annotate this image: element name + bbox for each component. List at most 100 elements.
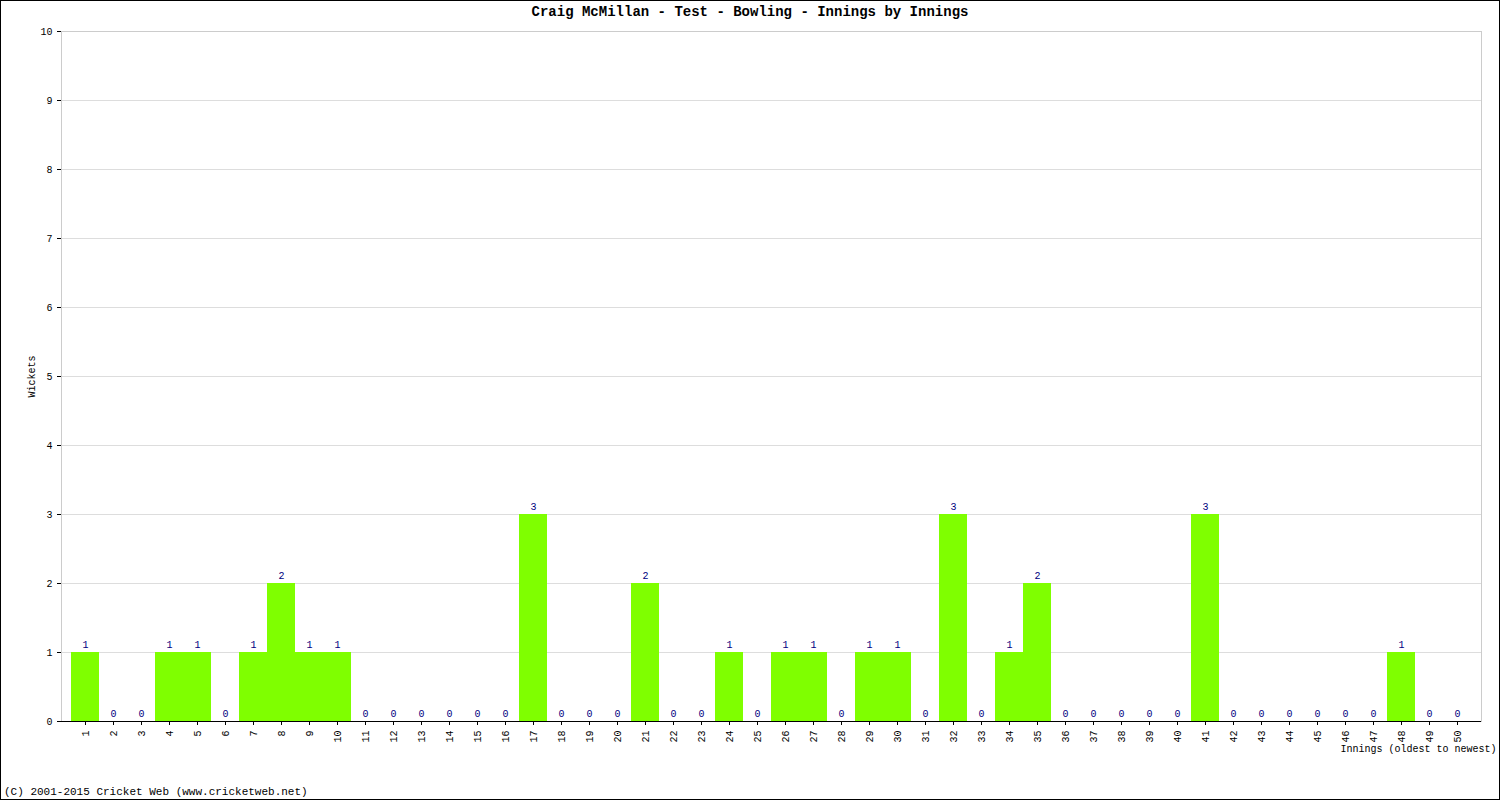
svg-text:3: 3 [46,510,52,521]
svg-text:0: 0 [922,709,928,720]
svg-text:0: 0 [1342,709,1348,720]
svg-text:22: 22 [669,731,680,743]
svg-text:1: 1 [194,640,200,651]
svg-text:5: 5 [46,372,52,383]
svg-text:0: 0 [390,709,396,720]
svg-text:1: 1 [46,648,52,659]
svg-text:28: 28 [837,731,848,743]
svg-text:44: 44 [1285,731,1296,743]
svg-text:35: 35 [1033,731,1044,743]
svg-text:2: 2 [109,731,120,737]
svg-text:16: 16 [501,731,512,743]
svg-text:25: 25 [753,731,764,743]
svg-text:1: 1 [866,640,872,651]
svg-text:3: 3 [137,731,148,737]
svg-text:7: 7 [46,234,52,245]
svg-text:6: 6 [221,731,232,737]
svg-text:0: 0 [838,709,844,720]
svg-text:32: 32 [949,731,960,743]
svg-text:3: 3 [530,502,536,513]
svg-text:17: 17 [529,731,540,743]
svg-text:21: 21 [641,731,652,743]
svg-text:0: 0 [418,709,424,720]
svg-text:0: 0 [586,709,592,720]
svg-text:0: 0 [1090,709,1096,720]
svg-text:1: 1 [82,640,88,651]
svg-text:2: 2 [1034,571,1040,582]
svg-text:1: 1 [334,640,340,651]
svg-text:Innings (oldest to newest): Innings (oldest to newest) [1340,744,1496,755]
svg-text:31: 31 [921,731,932,743]
svg-text:5: 5 [193,731,204,737]
svg-text:1: 1 [166,640,172,651]
svg-text:0: 0 [698,709,704,720]
svg-text:0: 0 [1062,709,1068,720]
svg-text:37: 37 [1089,731,1100,743]
svg-text:10: 10 [333,731,344,743]
svg-text:4: 4 [165,731,176,737]
svg-text:1: 1 [250,640,256,651]
svg-text:41: 41 [1201,731,1212,743]
svg-text:13: 13 [417,731,428,743]
svg-text:20: 20 [613,731,624,743]
svg-text:9: 9 [305,731,316,737]
svg-text:29: 29 [865,731,876,743]
svg-text:11: 11 [361,731,372,743]
svg-text:19: 19 [585,731,596,743]
svg-text:1: 1 [1006,640,1012,651]
svg-text:8: 8 [277,731,288,737]
svg-text:1: 1 [726,640,732,651]
svg-text:0: 0 [1286,709,1292,720]
svg-text:26: 26 [781,731,792,743]
svg-text:50: 50 [1453,731,1464,743]
svg-text:4: 4 [46,441,52,452]
svg-text:15: 15 [473,731,484,743]
svg-text:24: 24 [725,731,736,743]
svg-text:7: 7 [249,731,260,737]
svg-text:0: 0 [1258,709,1264,720]
svg-text:0: 0 [222,709,228,720]
svg-text:14: 14 [445,731,456,743]
svg-text:48: 48 [1397,731,1408,743]
svg-text:3: 3 [950,502,956,513]
svg-text:0: 0 [46,717,52,728]
svg-text:23: 23 [697,731,708,743]
svg-text:6: 6 [46,303,52,314]
svg-text:0: 0 [474,709,480,720]
svg-text:46: 46 [1341,731,1352,743]
svg-text:0: 0 [1370,709,1376,720]
svg-text:0: 0 [978,709,984,720]
svg-text:0: 0 [614,709,620,720]
svg-text:1: 1 [810,640,816,651]
svg-text:1: 1 [1398,640,1404,651]
svg-text:0: 0 [754,709,760,720]
svg-text:33: 33 [977,731,988,743]
svg-text:49: 49 [1425,731,1436,743]
svg-text:9: 9 [46,96,52,107]
svg-text:Wickets: Wickets [27,355,38,397]
svg-text:3: 3 [1202,502,1208,513]
svg-text:34: 34 [1005,731,1016,743]
svg-text:43: 43 [1257,731,1268,743]
svg-text:1: 1 [894,640,900,651]
svg-text:18: 18 [557,731,568,743]
svg-text:0: 0 [1146,709,1152,720]
svg-text:0: 0 [446,709,452,720]
svg-text:0: 0 [502,709,508,720]
svg-text:0: 0 [1118,709,1124,720]
svg-text:1: 1 [306,640,312,651]
svg-text:0: 0 [1314,709,1320,720]
svg-text:40: 40 [1173,731,1184,743]
svg-text:0: 0 [110,709,116,720]
svg-text:45: 45 [1313,731,1324,743]
svg-text:12: 12 [389,731,400,743]
svg-text:0: 0 [670,709,676,720]
svg-text:0: 0 [1174,709,1180,720]
svg-text:38: 38 [1117,731,1128,743]
svg-text:30: 30 [893,731,904,743]
svg-text:0: 0 [558,709,564,720]
svg-text:0: 0 [138,709,144,720]
svg-text:1: 1 [782,640,788,651]
svg-text:10: 10 [40,27,52,38]
svg-text:0: 0 [1454,709,1460,720]
